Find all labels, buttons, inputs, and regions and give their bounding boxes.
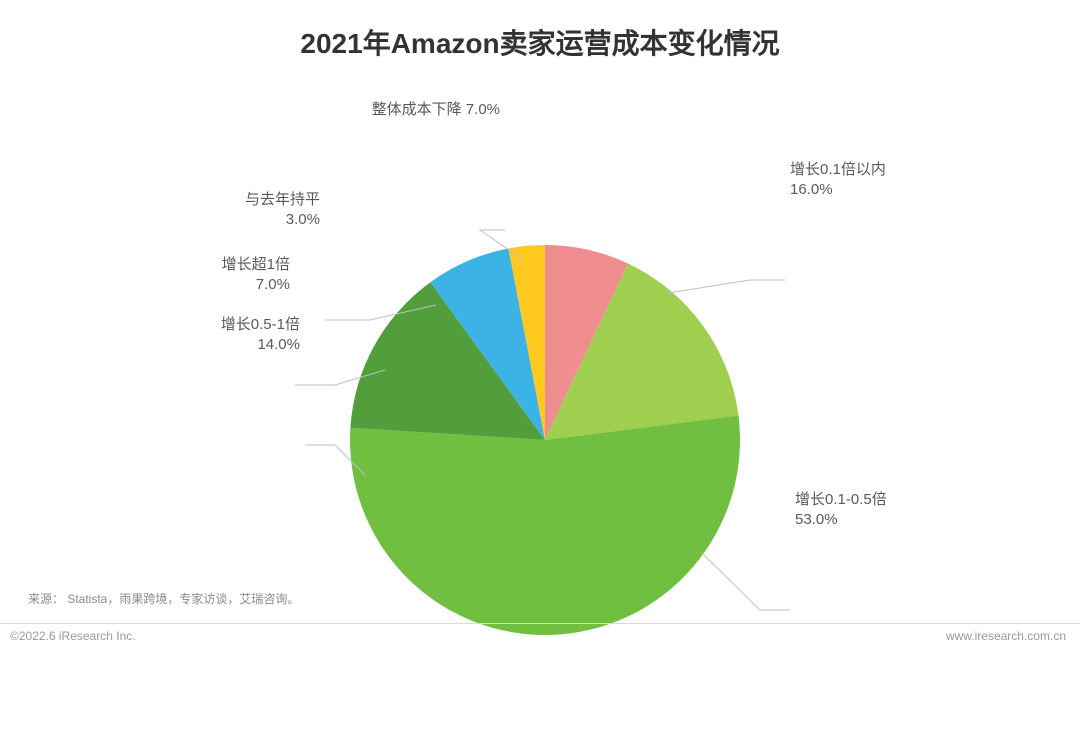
pie-slice bbox=[350, 416, 740, 635]
footer-url: www.iresearch.com.cn bbox=[946, 629, 1066, 643]
chart-title: 2021年Amazon卖家运营成本变化情况 bbox=[0, 22, 1080, 62]
leader-line bbox=[668, 280, 785, 293]
slice-label: 增长超1倍7.0% bbox=[222, 255, 290, 296]
leader-line bbox=[702, 553, 790, 610]
slice-label: 与去年持平3.0% bbox=[245, 190, 320, 231]
slice-label: 增长0.1倍以内16.0% bbox=[790, 160, 886, 201]
source-text: 来源： Statista，雨果跨境，专家访谈，艾瑞咨询。 bbox=[28, 590, 299, 607]
slice-label: 增长0.1-0.5倍53.0% bbox=[795, 490, 887, 531]
pie-chart: 整体成本下降 7.0% 增长0.1倍以内16.0% 增长0.1-0.5倍53.0% 增… bbox=[0, 95, 1080, 575]
footer: ©2022.6 iResearch Inc. www.iresearch.com… bbox=[0, 623, 1080, 649]
slice-label: 整体成本下降 7.0% bbox=[372, 100, 500, 120]
slice-label: 增长0.5-1倍14.0% bbox=[221, 315, 300, 356]
copyright-text: ©2022.6 iResearch Inc. bbox=[10, 629, 136, 643]
